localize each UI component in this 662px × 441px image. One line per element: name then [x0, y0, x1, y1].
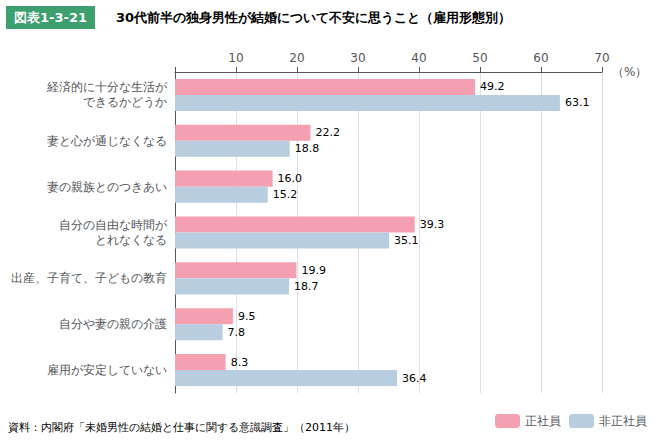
svg-text:16.0: 16.0	[278, 172, 303, 185]
svg-text:9.5: 9.5	[238, 310, 256, 323]
svg-text:70: 70	[594, 51, 609, 65]
svg-text:50: 50	[472, 51, 487, 65]
svg-text:20: 20	[289, 51, 304, 65]
svg-text:妻と心が通じなくなる: 妻と心が通じなくなる	[47, 134, 167, 148]
svg-text:60: 60	[533, 51, 548, 65]
svg-text:資料：内閣府「未婚男性の結婚と仕事に関する意識調査」（201: 資料：内閣府「未婚男性の結婚と仕事に関する意識調査」（2011年）	[8, 421, 355, 434]
svg-text:30代前半の独身男性が結婚について不安に思うこと（雇用形態別: 30代前半の独身男性が結婚について不安に思うこと（雇用形態別）	[116, 10, 511, 25]
svg-text:15.2: 15.2	[273, 188, 298, 201]
svg-text:63.1: 63.1	[565, 96, 590, 109]
svg-text:40: 40	[411, 51, 426, 65]
svg-text:30: 30	[350, 51, 365, 65]
svg-text:正社員: 正社員	[525, 414, 561, 428]
svg-text:妻の親族とのつきあい: 妻の親族とのつきあい	[47, 180, 167, 194]
svg-text:自分の自由な時間が: 自分の自由な時間が	[59, 218, 168, 232]
svg-text:10: 10	[228, 51, 243, 65]
svg-text:39.3: 39.3	[420, 218, 445, 231]
svg-text:できるかどうか: できるかどうか	[83, 95, 167, 109]
svg-text:経済的に十分な生活が: 経済的に十分な生活が	[46, 80, 168, 94]
svg-text:自分や妻の親の介護: 自分や妻の親の介護	[59, 317, 167, 331]
svg-text:18.7: 18.7	[294, 280, 319, 293]
svg-text:（%）: （%）	[612, 65, 647, 79]
svg-text:49.2: 49.2	[480, 80, 505, 93]
svg-text:35.1: 35.1	[394, 234, 419, 247]
svg-text:図表1-3-21: 図表1-3-21	[14, 10, 87, 25]
svg-text:7.8: 7.8	[228, 326, 246, 339]
svg-text:18.8: 18.8	[295, 142, 320, 155]
svg-text:19.9: 19.9	[301, 264, 326, 277]
svg-text:8.3: 8.3	[231, 356, 249, 369]
svg-text:とれなくなる: とれなくなる	[95, 233, 167, 247]
svg-text:36.4: 36.4	[402, 372, 427, 385]
svg-text:22.2: 22.2	[315, 126, 340, 139]
svg-text:非正社員: 非正社員	[599, 414, 647, 428]
svg-text:雇用が安定していない: 雇用が安定していない	[47, 363, 167, 377]
svg-text:出産、子育て、子どもの教育: 出産、子育て、子どもの教育	[11, 271, 167, 285]
